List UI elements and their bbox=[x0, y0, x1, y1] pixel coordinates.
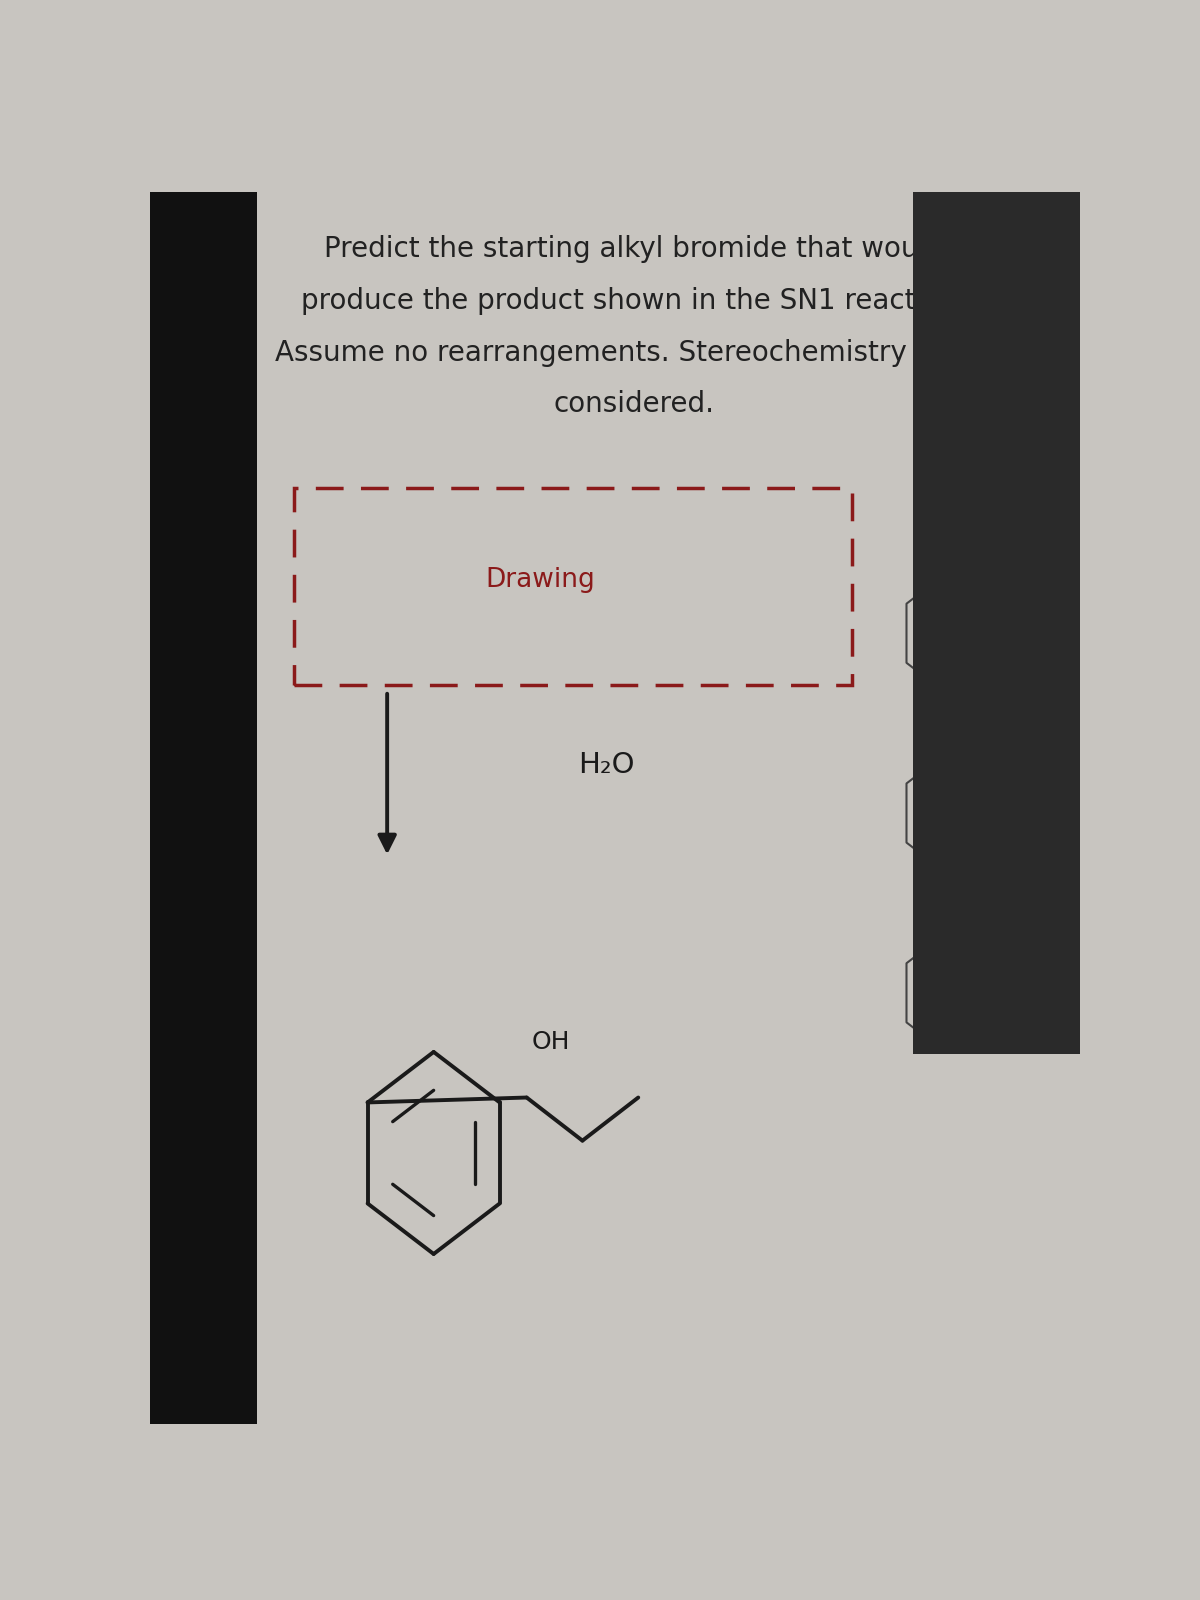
Bar bbox=[294, 488, 852, 685]
Text: produce the product shown in the SN1 reaction.: produce the product shown in the SN1 rea… bbox=[301, 286, 966, 315]
Text: Assume no rearrangements. Stereochemistry is not: Assume no rearrangements. Stereochemistr… bbox=[275, 339, 992, 366]
Bar bbox=[912, 192, 1080, 1054]
Text: OH: OH bbox=[532, 1030, 570, 1054]
Text: H₂O: H₂O bbox=[578, 750, 635, 779]
Text: considered.: considered. bbox=[553, 390, 714, 418]
Text: Predict the starting alkyl bromide that would: Predict the starting alkyl bromide that … bbox=[324, 235, 943, 262]
Bar bbox=[150, 192, 257, 1424]
Text: Drawing: Drawing bbox=[486, 566, 595, 594]
